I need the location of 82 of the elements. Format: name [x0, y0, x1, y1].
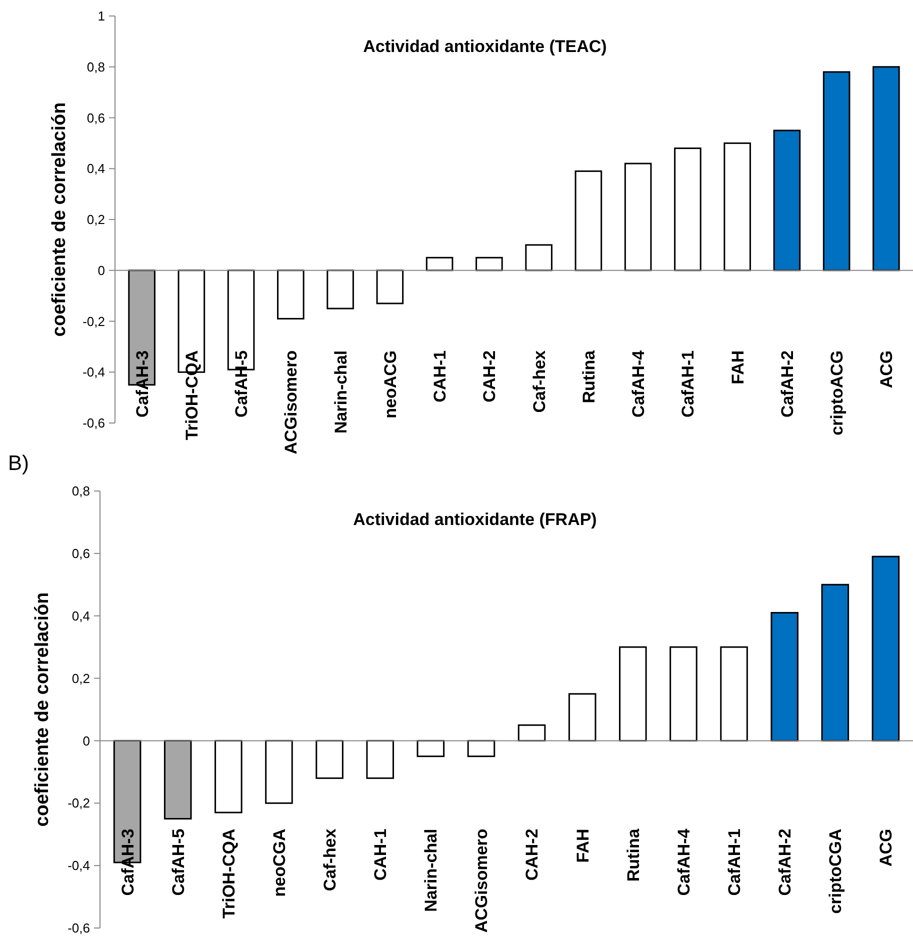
bar [376, 270, 404, 304]
x-tick-label: CafAH-5 [168, 828, 188, 896]
y-tick-label: 0,4 [72, 608, 90, 624]
bar [773, 130, 801, 272]
bar [574, 170, 602, 272]
x-tick-label: Narin-chal [331, 350, 350, 434]
y-tick-label: 0 [98, 262, 105, 278]
y-tick-label: 1 [98, 8, 105, 24]
y-tick-label: 0,4 [86, 161, 105, 176]
bar [670, 646, 698, 742]
y-tick-label: -0,4 [82, 364, 105, 380]
x-tick-label: Rutina [624, 828, 643, 882]
x-tick-label: CafAH-4 [674, 828, 694, 896]
bar [822, 71, 850, 272]
x-tick-label: neoCGA [270, 828, 289, 897]
y-tick-label: 0,2 [86, 212, 105, 228]
y-tick-label: 0,6 [86, 110, 105, 126]
bar [426, 256, 454, 272]
bar [265, 740, 293, 804]
y-tick-label: 0,8 [86, 59, 105, 74]
bar [416, 740, 445, 758]
y-tick-label: -0,2 [82, 314, 105, 329]
bar [316, 740, 344, 779]
bar [164, 740, 192, 820]
x-tick-label: ACGisomero [472, 828, 492, 933]
bar [214, 740, 242, 814]
text: B) [8, 452, 29, 475]
y-tick-label: -0,6 [68, 920, 90, 936]
bar [525, 244, 552, 272]
x-tick-label: CAH-1 [371, 828, 390, 881]
bar [518, 724, 546, 742]
y-tick-label: 0,8 [72, 484, 90, 499]
bar [724, 142, 751, 272]
x-tick-label: criptoCGA [826, 828, 846, 914]
x-tick-label: ACGisomero [282, 350, 301, 454]
y-tick-label: 0 [82, 733, 90, 748]
bar [821, 584, 850, 742]
bar [624, 162, 652, 272]
x-tick-label: CafAH-5 [232, 350, 251, 418]
y-axis-title: coeficiente de correlación [32, 592, 53, 827]
y-tick-label: -0,2 [68, 796, 90, 811]
x-tick-label: Narin-chal [422, 828, 441, 912]
x-tick-label: CafAH-2 [776, 828, 795, 896]
x-tick-label: CAH-2 [522, 828, 542, 881]
bar [366, 740, 394, 779]
bar [326, 270, 354, 310]
x-tick-label: neoACG [380, 350, 400, 418]
x-tick-label: criptoACG [828, 350, 847, 436]
y-tick-label: -0,4 [68, 858, 90, 874]
x-tick-label: CAH-2 [480, 350, 500, 402]
y-tick-label: 0,2 [72, 670, 90, 686]
bar [476, 256, 503, 272]
x-tick-label: Caf-hex [320, 828, 340, 892]
x-tick-label: ACG [876, 828, 896, 866]
x-tick-label: TriOH-CQA [219, 828, 238, 918]
bar [720, 646, 748, 742]
bar [619, 646, 647, 742]
x-tick-label: CafAH-3 [118, 828, 138, 896]
y-tick-label: 0,6 [72, 546, 90, 561]
x-tick-label: ACG [877, 350, 896, 388]
x-tick-label: CafAH-4 [629, 350, 648, 418]
x-tick-label: FAH [728, 350, 748, 384]
text: Actividad antioxidante (FRAP) [353, 510, 597, 529]
x-tick-label: CAH-1 [430, 350, 450, 402]
bar [568, 693, 596, 742]
x-tick-label: Rutina [579, 350, 598, 404]
x-tick-label: CafAH-3 [132, 350, 152, 418]
y-axis-title: coeficiente de correlación [49, 102, 70, 337]
y-tick-label: -0,6 [82, 416, 105, 431]
bar [277, 270, 304, 320]
x-tick-label: CafAH-2 [778, 350, 797, 418]
bar [467, 740, 496, 758]
x-tick-label: Caf-hex [530, 350, 549, 413]
x-tick-label: CafAH-1 [724, 828, 744, 896]
bar [872, 556, 900, 742]
text: Actividad antioxidante (TEAC) [363, 37, 607, 56]
x-tick-label: FAH [573, 828, 592, 863]
bar [674, 148, 702, 272]
bar [770, 612, 798, 742]
x-tick-label: CafAH-1 [678, 350, 698, 418]
x-tick-label: TriOH-CQA [182, 350, 202, 440]
bar [872, 66, 900, 272]
